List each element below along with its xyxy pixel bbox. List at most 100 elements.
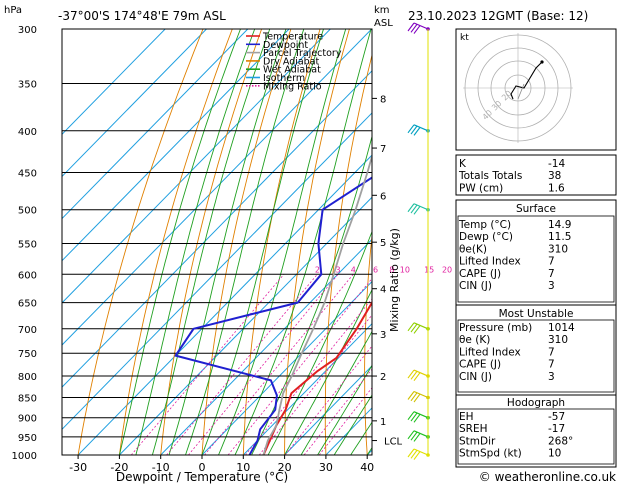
wind-barb-flag xyxy=(407,203,415,213)
wind-barb-flag xyxy=(410,23,418,33)
km-tick-label: 6 xyxy=(380,191,386,202)
asl-label: ASL xyxy=(374,18,393,29)
surface-row-label: CAPE (J) xyxy=(459,268,501,280)
wind-barb-flag xyxy=(413,127,421,136)
axis-labels: 3003504004505005506006507007508008509009… xyxy=(12,25,403,474)
index-row-value: 1.6 xyxy=(548,182,565,194)
surface-row-label: Dewp (°C) xyxy=(459,231,513,243)
km-tick-label: 4 xyxy=(380,285,386,296)
hpa-label: hPa xyxy=(4,5,22,16)
wind-barb-flag xyxy=(413,206,421,215)
most-unstable-row-label: θe (K) xyxy=(459,334,490,346)
most-unstable-row-label: CIN (J) xyxy=(459,371,492,383)
mixing-ratio-label: 3 xyxy=(336,265,341,274)
dry-adiabat-line xyxy=(118,29,233,455)
wind-barb-flag xyxy=(410,392,418,402)
km-tick-label: 8 xyxy=(380,94,386,105)
most-unstable-title: Most Unstable xyxy=(499,308,574,320)
profile-lines xyxy=(174,153,372,455)
hodograph-table-row-label: StmDir xyxy=(459,435,496,447)
km-tick-label: 2 xyxy=(380,372,386,383)
pressure-tick-label: 600 xyxy=(18,270,37,281)
pressure-tick-label: 850 xyxy=(18,393,37,404)
x-tick-label: 20 xyxy=(278,461,292,474)
wind-barb-flag xyxy=(407,124,415,134)
mixing-ratio-line xyxy=(284,345,372,455)
x-tick-label: -30 xyxy=(69,461,87,474)
pressure-tick-label: 700 xyxy=(18,325,37,336)
wind-barb-flag xyxy=(413,325,421,334)
hodograph-storm-vector xyxy=(517,83,525,100)
mixing-ratio-line xyxy=(245,298,372,455)
wet-adiabat-line xyxy=(333,394,372,455)
hodograph-table-row-label: StmSpd (kt) xyxy=(459,448,522,460)
x-tick-label: 40 xyxy=(360,461,374,474)
wind-barb-flag xyxy=(410,125,418,135)
wind-barb-flag xyxy=(410,431,418,441)
wind-barb-shaft xyxy=(413,369,429,377)
wind-barb-flag xyxy=(413,372,421,381)
wind-barbs xyxy=(407,22,430,460)
wind-barb-flag xyxy=(407,430,415,440)
isotherm-line xyxy=(62,29,249,220)
x-tick-label: -10 xyxy=(152,461,170,474)
pressure-tick-label: 450 xyxy=(18,168,37,179)
temperature-line xyxy=(262,300,372,455)
most-unstable-inner-box xyxy=(457,319,615,393)
pressure-tick-label: 500 xyxy=(18,206,37,217)
hodograph-trace xyxy=(510,61,543,100)
most-unstable-row-value: 310 xyxy=(548,334,568,346)
mixing-ratio-line xyxy=(130,273,285,455)
most-unstable-row-value: 7 xyxy=(548,359,555,371)
legend-label: Wet Adiabat xyxy=(263,65,321,76)
index-row-value: 38 xyxy=(548,170,561,182)
surface-row-value: 310 xyxy=(548,243,568,255)
wet-adiabat-line xyxy=(251,134,372,455)
wind-barb-flag xyxy=(413,25,421,34)
wind-barb-flag xyxy=(407,391,415,400)
wind-barb-flag xyxy=(413,433,421,442)
pressure-tick-label: 900 xyxy=(18,414,37,425)
wind-barb-flag xyxy=(410,449,418,459)
parcel-trajectory-line xyxy=(262,153,372,455)
legend-label: Temperature xyxy=(262,32,323,43)
legend-label: Dry Adiabat xyxy=(263,56,320,67)
legend-label: Parcel Trajectory xyxy=(263,48,342,59)
mixing-ratio-label: 10 xyxy=(400,265,410,274)
x-axis-title: Dewpoint / Temperature (°C) xyxy=(116,470,288,484)
surface-row-value: 3 xyxy=(548,280,555,292)
mixing-ratio-label: 2 xyxy=(315,265,320,274)
hodograph-table-row-value: -17 xyxy=(548,423,565,435)
mixing-ratio-label: 15 xyxy=(424,265,434,274)
wind-barb-shaft xyxy=(413,448,429,456)
mixing-ratio-line xyxy=(227,277,372,455)
surface-inner-box xyxy=(457,215,615,303)
isotherm-line xyxy=(242,322,372,455)
dry-adiabat-line xyxy=(160,29,263,455)
pressure-tick-label: 400 xyxy=(18,127,37,138)
wind-barb-shaft xyxy=(413,322,429,330)
most-unstable-row-label: CAPE (J) xyxy=(459,359,501,371)
isotherm-line xyxy=(77,154,372,455)
mixing-ratio-label: 6 xyxy=(373,265,378,274)
surface-row-value: 14.9 xyxy=(548,219,571,231)
dry-adiabat-line xyxy=(201,29,292,455)
most-unstable-row-value: 1014 xyxy=(548,322,575,334)
isotherm-line xyxy=(62,29,290,262)
isotherm-line xyxy=(62,29,207,178)
wet-adiabat-line xyxy=(118,29,241,455)
surface-title: Surface xyxy=(516,203,556,215)
indices-box xyxy=(455,154,617,196)
wind-barb-flag xyxy=(410,323,418,333)
hodograph-kt-label: kt xyxy=(460,33,469,43)
km-tick-label: 3 xyxy=(380,330,386,341)
isotherm-line xyxy=(62,112,372,431)
surface-row-label: Temp (°C) xyxy=(458,219,511,231)
pressure-tick-label: 300 xyxy=(18,25,37,36)
wind-barb-shaft xyxy=(413,411,429,419)
index-row-value: -14 xyxy=(548,158,565,170)
hodograph-end-marker xyxy=(540,60,544,64)
legend-label: Isotherm xyxy=(263,73,305,84)
